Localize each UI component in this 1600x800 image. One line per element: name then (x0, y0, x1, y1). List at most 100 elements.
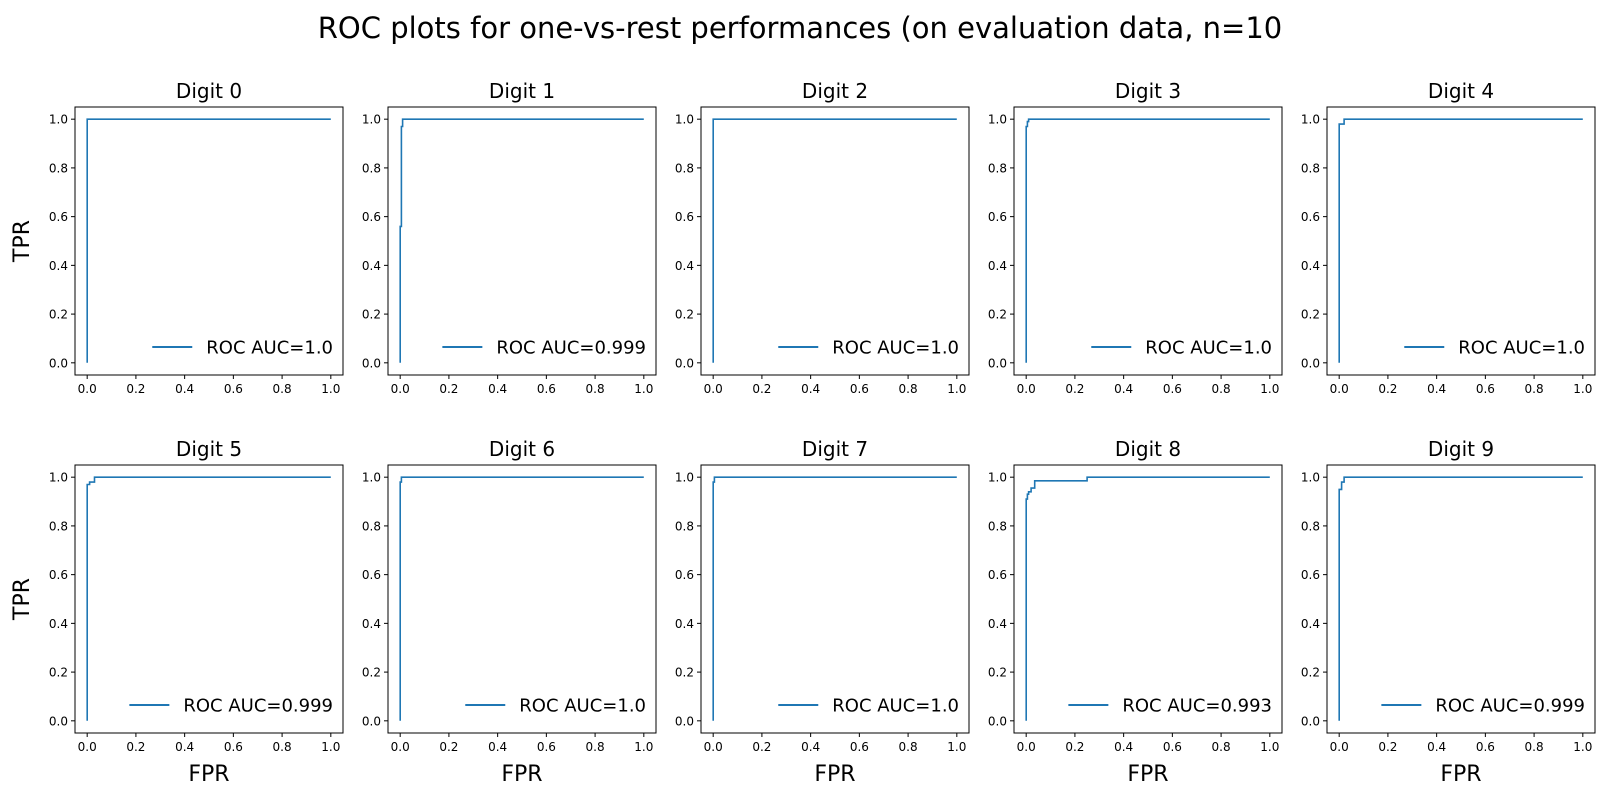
legend-label: ROC AUC=1.0 (1145, 338, 1272, 359)
y-tick-label: 0.8 (675, 161, 694, 175)
roc-panel: Digit 4 0.0 0.2 0.4 0.6 0.8 1.0 0.0 0.2 0.4 0.6 0.8… (1301, 79, 1596, 396)
x-axis-label: FPR (1127, 762, 1168, 787)
y-tick-label: 1.0 (362, 113, 381, 127)
y-tick-label: 1.0 (49, 471, 68, 485)
x-tick-label: 0.0 (1330, 740, 1349, 754)
x-axis-label: FPR (814, 762, 855, 787)
x-tick-label: 1.0 (634, 382, 653, 396)
panel-title: Digit 3 (1115, 79, 1181, 103)
x-tick-label: 0.2 (1378, 740, 1397, 754)
panel-title: Digit 9 (1428, 437, 1494, 461)
roc-curve (1025, 118, 1270, 363)
y-tick-label: 1.0 (362, 471, 381, 485)
axes-frame (1013, 106, 1283, 376)
x-tick-label: 0.2 (752, 740, 771, 754)
x-tick-label: 0.0 (391, 382, 410, 396)
x-tick-label: 0.6 (224, 382, 243, 396)
roc-panel: Digit 7 0.0 0.2 0.4 0.6 0.8 1.0 0.0 0.2 0.4 0.6 0.8… (675, 437, 970, 787)
x-tick-label: 0.4 (801, 740, 820, 754)
x-tick-label: 0.2 (1378, 382, 1397, 396)
x-tick-label: 0.0 (1017, 740, 1036, 754)
x-tick-label: 0.4 (1114, 740, 1133, 754)
y-tick-label: 0.2 (1301, 666, 1320, 680)
y-tick-label: 0.0 (362, 714, 381, 728)
y-tick-label: 0.4 (49, 259, 68, 273)
x-tick-label: 0.2 (1065, 740, 1084, 754)
x-tick-label: 0.4 (175, 382, 194, 396)
roc-curve (712, 118, 957, 363)
x-tick-label: 0.2 (439, 382, 458, 396)
y-tick-label: 0.6 (675, 210, 694, 224)
y-tick-label: 0.8 (1301, 519, 1320, 533)
axes-frame (387, 106, 657, 376)
x-tick-label: 0.0 (391, 740, 410, 754)
y-tick-label: 0.6 (988, 210, 1007, 224)
x-tick-label: 1.0 (1573, 382, 1592, 396)
y-tick-label: 0.2 (49, 666, 68, 680)
panel-title: Digit 7 (802, 437, 868, 461)
roc-panel: Digit 0 0.0 0.2 0.4 0.6 0.8 1.0 0.0 0.2 0.4 0.6 0.8… (10, 79, 344, 396)
y-tick-label: 0.8 (1301, 161, 1320, 175)
panel-title: Digit 8 (1115, 437, 1181, 461)
y-tick-label: 0.6 (675, 568, 694, 582)
y-tick-label: 0.4 (49, 617, 68, 631)
x-tick-label: 0.4 (175, 740, 194, 754)
x-axis-label: FPR (1440, 762, 1481, 787)
roc-curve (712, 476, 957, 721)
y-tick-label: 1.0 (1301, 471, 1320, 485)
y-tick-label: 0.0 (675, 356, 694, 370)
panel-title: Digit 0 (176, 79, 242, 103)
x-tick-label: 0.4 (1114, 382, 1133, 396)
roc-curve (86, 476, 331, 721)
y-tick-label: 0.0 (988, 714, 1007, 728)
y-tick-label: 0.6 (1301, 568, 1320, 582)
y-tick-label: 0.6 (49, 568, 68, 582)
x-tick-label: 1.0 (1260, 740, 1279, 754)
x-tick-label: 0.8 (899, 382, 918, 396)
x-tick-label: 0.4 (488, 382, 507, 396)
y-tick-label: 0.2 (988, 666, 1007, 680)
x-tick-label: 0.8 (899, 740, 918, 754)
y-tick-label: 1.0 (1301, 113, 1320, 127)
x-tick-label: 1.0 (1573, 740, 1592, 754)
y-tick-label: 0.4 (362, 617, 381, 631)
panel-title: Digit 5 (176, 437, 242, 461)
x-tick-label: 0.4 (801, 382, 820, 396)
legend-label: ROC AUC=0.999 (1435, 696, 1585, 717)
roc-panel: Digit 1 0.0 0.2 0.4 0.6 0.8 1.0 0.0 0.2 0.4 0.6 0.8… (362, 79, 657, 396)
y-tick-label: 0.0 (988, 356, 1007, 370)
y-tick-label: 0.2 (49, 308, 68, 322)
y-axis-label: TPR (10, 220, 35, 263)
roc-curve (1025, 476, 1270, 721)
y-tick-label: 0.0 (675, 714, 694, 728)
x-tick-label: 0.0 (1017, 382, 1036, 396)
legend-label: ROC AUC=0.993 (1122, 696, 1272, 717)
legend-label: ROC AUC=1.0 (832, 696, 959, 717)
x-tick-label: 0.4 (1427, 740, 1446, 754)
x-tick-label: 0.6 (224, 740, 243, 754)
y-tick-label: 1.0 (675, 471, 694, 485)
y-tick-label: 0.2 (675, 666, 694, 680)
y-tick-label: 0.6 (362, 568, 381, 582)
y-tick-label: 0.2 (988, 308, 1007, 322)
x-axis-label: FPR (501, 762, 542, 787)
y-tick-label: 0.0 (49, 714, 68, 728)
y-tick-label: 0.4 (988, 617, 1007, 631)
legend-label: ROC AUC=1.0 (519, 696, 646, 717)
y-tick-label: 0.6 (988, 568, 1007, 582)
x-tick-label: 1.0 (321, 382, 340, 396)
y-tick-label: 0.4 (988, 259, 1007, 273)
x-tick-label: 1.0 (321, 740, 340, 754)
y-axis-label: TPR (10, 578, 35, 621)
x-tick-label: 0.6 (850, 740, 869, 754)
x-tick-label: 0.0 (78, 740, 97, 754)
y-tick-label: 0.0 (362, 356, 381, 370)
y-tick-label: 0.0 (1301, 714, 1320, 728)
panel-title: Digit 1 (489, 79, 555, 103)
y-tick-label: 0.2 (1301, 308, 1320, 322)
y-tick-label: 0.2 (362, 666, 381, 680)
roc-curve (1338, 118, 1583, 363)
x-tick-label: 1.0 (947, 740, 966, 754)
x-tick-label: 0.4 (1427, 382, 1446, 396)
x-tick-label: 0.0 (1330, 382, 1349, 396)
